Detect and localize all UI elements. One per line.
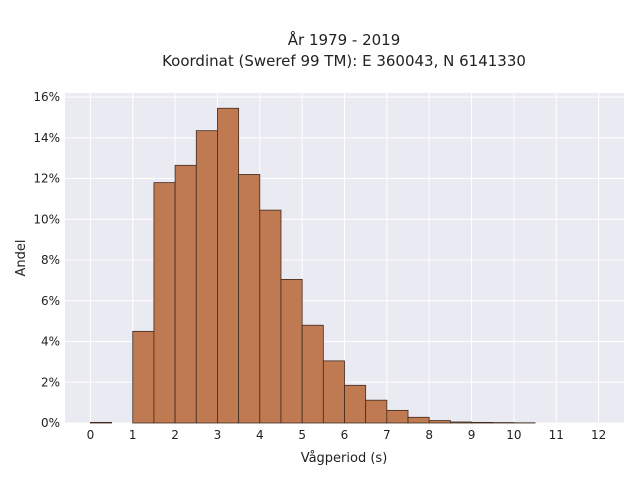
chart-title-line-1: År 1979 - 2019 xyxy=(288,30,401,49)
histogram-bar xyxy=(217,107,240,424)
y-axis-ticks: 0% 2% 4% 6% 8% 10% 12% 14% 16% xyxy=(33,90,60,430)
x-axis-ticks: 0 1 2 3 4 5 6 7 8 9 10 11 12 xyxy=(87,428,607,442)
x-tick-label: 6 xyxy=(341,428,349,442)
histogram-bar xyxy=(280,278,303,424)
x-tick-label: 12 xyxy=(591,428,606,442)
histogram-bar xyxy=(195,130,218,424)
histogram-bar xyxy=(344,384,367,424)
histogram-bar xyxy=(386,409,409,424)
x-axis-label: Vågperiod (s) xyxy=(301,451,388,466)
histogram-bars xyxy=(90,107,536,424)
x-tick-label: 7 xyxy=(383,428,391,442)
y-tick-label: 2% xyxy=(41,375,60,389)
x-tick-label: 2 xyxy=(171,428,179,442)
histogram-bar xyxy=(301,324,324,424)
histogram-bar xyxy=(407,416,430,424)
y-tick-label: 4% xyxy=(41,335,60,349)
histogram-bar xyxy=(132,330,155,424)
histogram-bar xyxy=(471,421,494,424)
histogram-bar xyxy=(174,164,197,424)
x-tick-label: 11 xyxy=(549,428,564,442)
histogram-bar xyxy=(238,174,261,424)
y-axis-label: Andel xyxy=(14,240,29,277)
x-tick-label: 10 xyxy=(506,428,521,442)
histogram-bar xyxy=(259,209,282,424)
x-tick-label: 1 xyxy=(129,428,137,442)
histogram-bar xyxy=(428,420,451,424)
y-tick-label: 6% xyxy=(41,294,60,308)
y-tick-label: 16% xyxy=(33,90,60,104)
y-tick-label: 0% xyxy=(41,416,60,430)
x-tick-label: 4 xyxy=(256,428,264,442)
x-tick-label: 3 xyxy=(214,428,222,442)
y-tick-label: 12% xyxy=(33,172,60,186)
x-tick-label: 9 xyxy=(468,428,476,442)
histogram-bar xyxy=(322,360,345,424)
histogram-bar xyxy=(153,182,176,424)
y-tick-label: 8% xyxy=(41,253,60,267)
y-tick-label: 14% xyxy=(33,131,60,145)
histogram-bar xyxy=(90,421,112,424)
histogram-bar xyxy=(449,421,472,424)
y-tick-label: 10% xyxy=(33,212,60,226)
x-tick-label: 5 xyxy=(298,428,306,442)
histogram-bar xyxy=(365,399,388,424)
x-tick-label: 8 xyxy=(425,428,433,442)
chart-title-line-2: Koordinat (Sweref 99 TM): E 360043, N 61… xyxy=(162,52,526,70)
x-tick-label: 0 xyxy=(87,428,95,442)
